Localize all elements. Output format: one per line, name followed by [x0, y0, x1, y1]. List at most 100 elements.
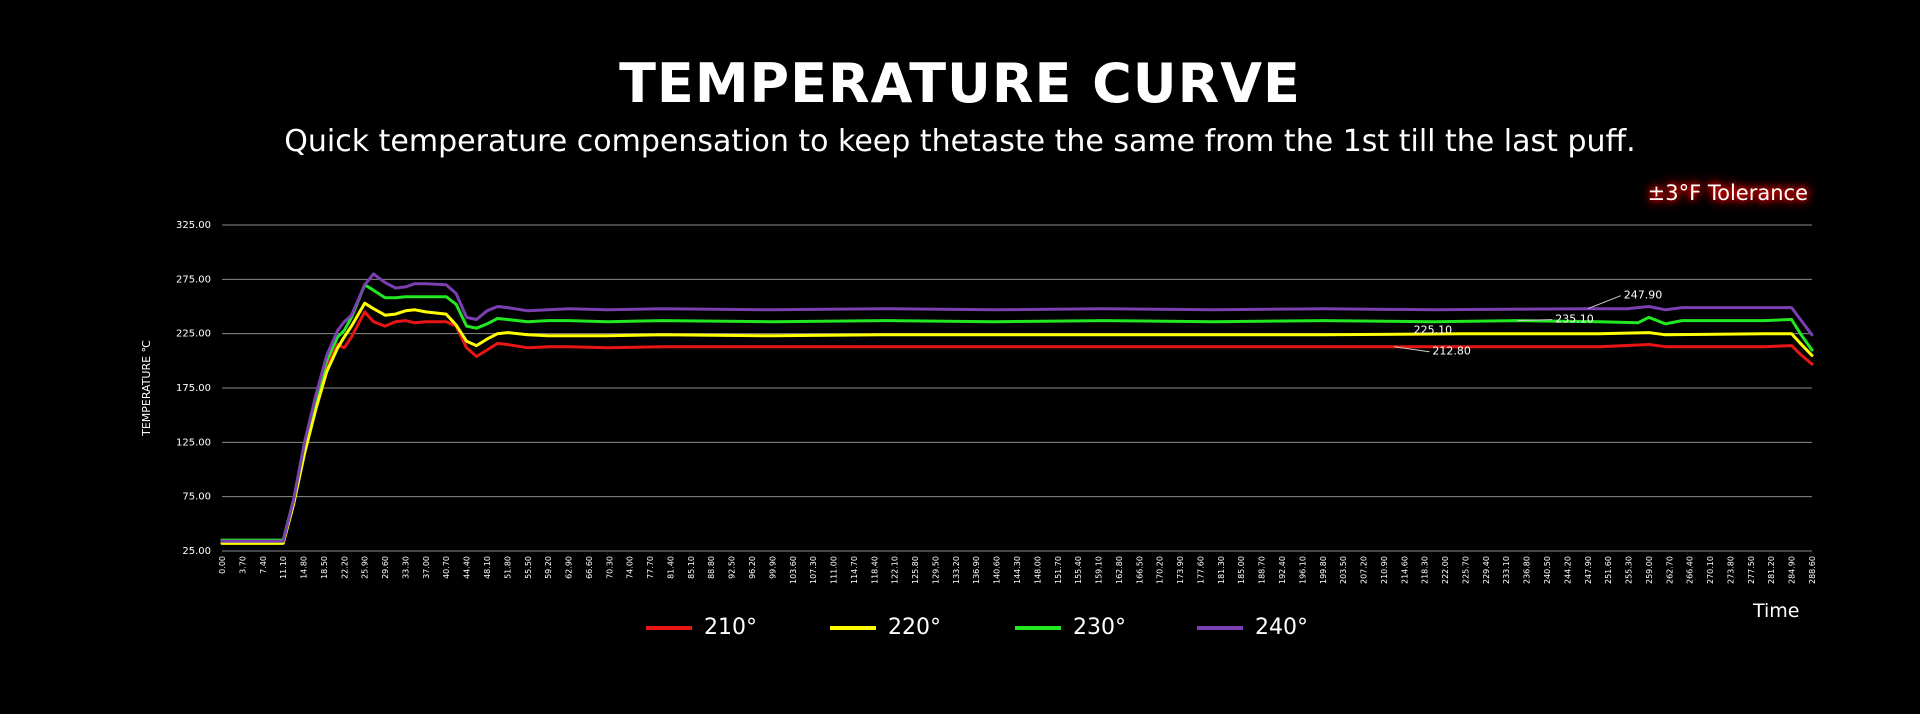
x-tick-label: 25.90	[361, 556, 370, 579]
value-annotations: 247.90 235.10 225.10 212.80	[1394, 289, 1662, 358]
legend-swatch-210	[646, 625, 692, 630]
legend-item-210: 210°	[646, 615, 757, 640]
x-tick-label: 125.80	[911, 556, 920, 584]
x-tick-label: 44.40	[463, 556, 472, 579]
x-tick-label: 70.30	[605, 556, 614, 579]
y-tick-label: 125.00	[176, 437, 211, 448]
x-tick-label: 33.30	[401, 556, 410, 579]
legend-label-240: 240°	[1255, 615, 1308, 640]
legend-item-240: 240°	[1197, 615, 1308, 640]
x-tick-label: 236.80	[1523, 556, 1532, 584]
x-tick-label: 229.40	[1482, 556, 1491, 584]
series-line-220	[220, 301, 1814, 545]
annotation-label: 212.80	[1432, 345, 1471, 358]
x-tick-label: 207.20	[1360, 556, 1369, 584]
legend-item-220: 220°	[830, 615, 941, 640]
x-axis-ticks: 0.00 3.70 7.40 11.10 14.80 18.50 22.20 25.90 29.…	[218, 556, 1817, 584]
x-tick-label: 99.90	[768, 556, 777, 579]
x-tick-label: 162.80	[1115, 556, 1124, 584]
x-tick-label: 284.90	[1788, 556, 1797, 584]
x-tick-label: 40.70	[442, 556, 451, 579]
x-tick-label: 170.20	[1156, 556, 1165, 584]
series-line-230	[220, 283, 1814, 542]
x-tick-label: 114.70	[850, 556, 859, 584]
x-tick-label: 7.40	[259, 556, 268, 574]
x-tick-label: 218.30	[1421, 556, 1430, 584]
x-tick-label: 266.40	[1686, 556, 1695, 584]
y-axis-label: TEMPERATURE ℃	[140, 340, 153, 437]
x-tick-label: 251.60	[1604, 556, 1613, 584]
x-tick-label: 277.50	[1747, 556, 1756, 584]
x-tick-label: 88.80	[707, 556, 716, 579]
grid-lines	[222, 224, 1812, 552]
x-tick-label: 173.90	[1176, 556, 1185, 584]
annotation-label: 235.10	[1555, 313, 1594, 326]
x-tick-label: 136.90	[972, 556, 981, 584]
y-tick-label: 25.00	[182, 546, 211, 557]
x-tick-label: 203.50	[1339, 556, 1348, 584]
x-tick-label: 166.50	[1135, 556, 1144, 584]
x-tick-label: 273.80	[1726, 556, 1735, 584]
x-tick-label: 177.60	[1196, 556, 1205, 584]
page-subtitle: Quick temperature compensation to keep t…	[284, 124, 1636, 159]
x-tick-label: 262.70	[1665, 556, 1674, 584]
y-tick-label: 225.00	[176, 329, 211, 340]
annotation-leader	[1587, 295, 1621, 310]
x-tick-label: 96.20	[748, 556, 757, 579]
x-tick-label: 281.20	[1767, 556, 1776, 584]
x-tick-label: 288.60	[1808, 556, 1817, 584]
x-tick-label: 196.10	[1298, 556, 1307, 584]
legend-label-220: 220°	[888, 615, 941, 640]
x-tick-label: 11.10	[279, 556, 288, 579]
series-line-210	[220, 310, 1814, 544]
x-tick-label: 270.10	[1706, 556, 1715, 584]
x-tick-label: 192.40	[1278, 556, 1287, 584]
series-line-240	[220, 272, 1814, 543]
x-tick-label: 133.20	[952, 556, 961, 584]
x-tick-label: 210.90	[1380, 556, 1389, 584]
annotation-label: 225.10	[1414, 324, 1453, 337]
x-tick-label: 66.60	[585, 556, 594, 579]
tolerance-badge: ±3°F Tolerance	[1647, 181, 1808, 205]
x-tick-label: 225.70	[1461, 556, 1470, 584]
legend-swatch-240	[1197, 625, 1243, 630]
x-tick-label: 140.60	[993, 556, 1002, 584]
x-tick-label: 18.50	[320, 556, 329, 579]
x-tick-label: 111.00	[830, 556, 839, 584]
x-tick-label: 3.70	[238, 556, 247, 574]
x-tick-label: 255.30	[1625, 556, 1634, 584]
x-tick-label: 92.50	[728, 556, 737, 579]
annotation-leader	[1394, 346, 1430, 353]
x-tick-label: 159.10	[1095, 556, 1104, 584]
legend-label-230: 230°	[1073, 615, 1126, 640]
x-tick-label: 107.30	[809, 556, 818, 584]
x-tick-label: 199.80	[1319, 556, 1328, 584]
page-title: TEMPERATURE CURVE	[619, 52, 1301, 115]
legend-label-210: 210°	[704, 615, 757, 640]
x-tick-label: 37.00	[422, 556, 431, 579]
x-tick-label: 244.20	[1563, 556, 1572, 584]
x-tick-label: 29.60	[381, 556, 390, 579]
x-tick-label: 259.00	[1645, 556, 1654, 584]
y-tick-label: 275.00	[176, 274, 211, 285]
x-tick-label: 51.80	[503, 556, 512, 579]
x-tick-label: 22.20	[340, 556, 349, 579]
x-tick-label: 185.00	[1237, 556, 1246, 584]
x-tick-label: 122.10	[891, 556, 900, 584]
x-tick-label: 188.70	[1258, 556, 1267, 584]
series-lines	[220, 272, 1814, 545]
x-tick-label: 214.60	[1400, 556, 1409, 584]
x-tick-label: 222.00	[1441, 556, 1450, 584]
x-tick-label: 55.50	[524, 556, 533, 579]
x-tick-label: 118.40	[870, 556, 879, 584]
legend-item-230: 230°	[1015, 615, 1126, 640]
x-tick-label: 0.00	[218, 556, 227, 574]
y-tick-label: 75.00	[182, 492, 211, 503]
x-tick-label: 148.00	[1033, 556, 1042, 584]
x-tick-label: 240.50	[1543, 556, 1552, 584]
x-tick-label: 77.70	[646, 556, 655, 579]
x-tick-label: 85.10	[687, 556, 696, 579]
legend-swatch-230	[1015, 625, 1061, 630]
x-tick-label: 48.10	[483, 556, 492, 579]
